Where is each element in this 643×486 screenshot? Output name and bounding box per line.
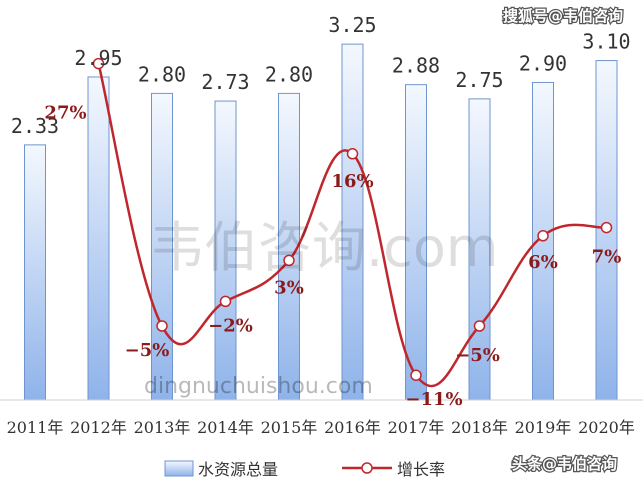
growth-rate-point-2015年 [283, 254, 295, 267]
x-tick-label: 2011年 [7, 418, 64, 437]
legend-marker [361, 462, 373, 474]
growth-rate-label: 16% [331, 171, 373, 192]
bar-value-label: 2.75 [455, 68, 503, 92]
x-tick-label: 2016年 [324, 418, 381, 437]
bar-value-label: 2.73 [201, 70, 249, 94]
growth-rate-point-2016年 [346, 148, 359, 160]
bar-value-label: 2.80 [138, 62, 186, 86]
bar-value-label: 3.10 [582, 30, 630, 54]
x-tick-label: 2015年 [261, 418, 318, 437]
x-tick-label: 2019年 [515, 418, 572, 437]
bar-value-label: 2.33 [11, 114, 59, 138]
top-credit-watermark: 搜狐号@韦伯咨询 [503, 7, 623, 25]
growth-rate-label: 27% [44, 103, 86, 124]
legend-label-water-total: 水资源总量 [198, 460, 278, 479]
legend-bar-swatch [164, 460, 194, 477]
x-tick-label: 2013年 [134, 418, 191, 437]
growth-rate-point-2018年 [473, 320, 486, 332]
x-tick-label: 2020年 [578, 418, 635, 437]
growth-rate-point-2012年 [92, 57, 105, 70]
legend-item-water-total: 水资源总量 [164, 460, 278, 479]
x-tick-label: 2014年 [197, 418, 254, 437]
x-tick-label: 2018年 [451, 418, 508, 437]
growth-rate-point-2017年 [410, 369, 422, 381]
bar-2011年 [24, 144, 46, 401]
bar-value-label: 2.88 [392, 54, 440, 78]
growth-rate-point-2020年 [600, 221, 613, 234]
bar-value-label: 2.80 [265, 62, 313, 86]
growth-line-layer [92, 57, 613, 388]
bars-layer [24, 43, 618, 401]
legend: 水资源总量 增长率 [164, 460, 445, 479]
domain-watermark: dingnuchuishou.com [144, 374, 373, 399]
bar-2012年 [87, 76, 110, 401]
growth-rate-label: 3% [274, 277, 304, 298]
growth-rate-label: 6% [528, 252, 558, 273]
x-tick-label: 2017年 [388, 418, 445, 437]
bar-value-label: 3.25 [328, 13, 376, 37]
bar-value-label: 2.95 [74, 46, 122, 70]
x-tick-labels: 2011年 2012年 2013年 2014年 2015年 2016年 2017年 2018年… [7, 418, 635, 437]
growth-rate-label: 7% [592, 247, 622, 268]
growth-rate-point-2019年 [537, 230, 549, 242]
bar-value-label: 2.90 [519, 51, 567, 75]
growth-rate-label: −2% [208, 315, 253, 336]
bottom-credit-watermark: 头条@韦伯咨询 [512, 455, 617, 473]
growth-rate-label: −5% [125, 340, 170, 361]
growth-rate-label: −5% [455, 345, 500, 366]
labels-layer: 2.33 2.95 2.80 2.73 2.80 3.25 2.88 2.75 2.90 3.10… [11, 13, 631, 410]
growth-rate-point-2014年 [219, 295, 232, 308]
legend-item-growth-rate: 增长率 [342, 460, 445, 479]
center-watermark: 韦伯咨询.com [150, 216, 499, 279]
growth-rate-point-2013年 [156, 320, 168, 332]
growth-rate-label: −11% [405, 389, 462, 410]
x-tick-label: 2012年 [70, 418, 127, 437]
legend-label-growth-rate: 增长率 [397, 460, 445, 479]
